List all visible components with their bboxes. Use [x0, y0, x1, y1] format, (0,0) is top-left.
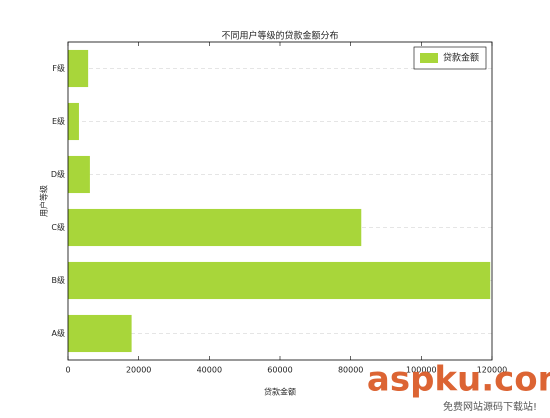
- x-tick-label: 60000: [267, 366, 292, 375]
- y-tick-label: D级: [51, 169, 65, 179]
- x-tick-label: 120000: [477, 366, 508, 375]
- watermark-subtitle: 免费网站源码下载站!: [443, 400, 537, 413]
- y-tick-label: C级: [51, 222, 65, 232]
- x-tick-label: 100000: [406, 366, 437, 375]
- bar: [68, 49, 89, 88]
- x-tick-label: 80000: [338, 366, 363, 375]
- x-tick-label: 0: [65, 366, 70, 375]
- bar: [68, 261, 491, 300]
- x-tick-label: 40000: [197, 366, 222, 375]
- legend-swatch: [420, 53, 438, 63]
- chart-title: 不同用户等级的贷款金额分布: [221, 30, 338, 42]
- x-axis-label: 贷款金额: [264, 387, 296, 397]
- y-tick-label: F级: [52, 63, 65, 73]
- bar: [68, 208, 362, 247]
- bar: [68, 155, 90, 194]
- y-tick-label: A级: [52, 328, 65, 338]
- bar: [68, 314, 132, 353]
- legend-label: 贷款金额: [443, 52, 479, 64]
- legend-box: [413, 46, 487, 70]
- watermark: aspku.com: [367, 360, 550, 400]
- y-axis-label: 用户等级: [39, 185, 49, 217]
- y-tick-label: E级: [52, 116, 65, 126]
- bar: [68, 102, 79, 141]
- y-tick-label: B级: [52, 275, 66, 285]
- x-tick-label: 20000: [126, 366, 151, 375]
- plot-frame: [67, 41, 493, 361]
